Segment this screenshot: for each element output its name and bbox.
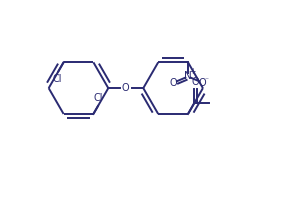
Text: Cl: Cl [93, 94, 103, 103]
Text: +: + [189, 67, 196, 76]
Text: O: O [199, 78, 206, 88]
Text: Cl: Cl [52, 74, 62, 84]
Text: O: O [170, 78, 178, 88]
Text: O: O [122, 83, 130, 93]
Text: O: O [191, 77, 199, 87]
Text: N: N [184, 71, 192, 81]
Text: ⁻: ⁻ [205, 76, 209, 85]
